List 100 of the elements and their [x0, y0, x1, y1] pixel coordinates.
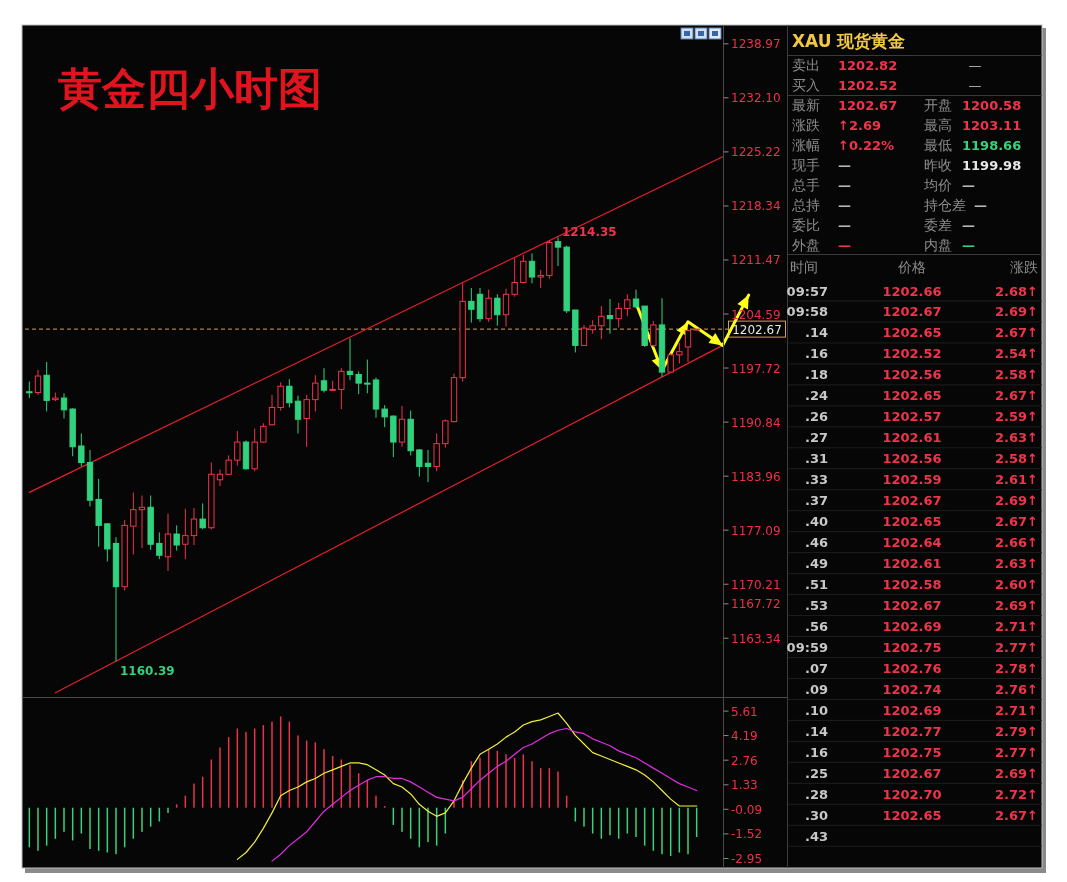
data-label: 1202.82 [838, 58, 898, 73]
candlestick [433, 432, 440, 472]
y-tick-label: 1170.21 [731, 577, 781, 592]
text: 2.67↑ [995, 807, 1038, 823]
text: .40 [804, 514, 828, 530]
text: 1202.56 [882, 367, 942, 383]
candlestick [156, 531, 163, 560]
data-label: — [962, 178, 975, 193]
annotation: 1214.35 [562, 225, 617, 240]
candlestick [268, 394, 276, 427]
category-label: 委差 [924, 217, 952, 233]
text: 2.63↑ [995, 556, 1038, 572]
text: .27 [804, 430, 828, 446]
candlestick [346, 337, 354, 381]
text: 2.67↑ [995, 388, 1038, 404]
category-label: 均价 [923, 177, 952, 193]
text: .25 [804, 765, 828, 781]
category-label: 最新 [792, 97, 820, 113]
text: 2.67↑ [995, 325, 1038, 341]
candlestick [416, 448, 423, 478]
data-label: — [962, 238, 975, 253]
category-label: 开盘 [924, 97, 952, 113]
data-label: — [974, 198, 987, 213]
category-label: 买入 [792, 77, 820, 93]
text: .28 [804, 786, 828, 802]
text: — [968, 78, 982, 93]
y-tick-label: -2.95 [731, 852, 763, 867]
data-label: — [838, 238, 851, 253]
text: 1202.56 [882, 451, 942, 467]
candlestick [468, 287, 475, 324]
candlestick [364, 359, 371, 394]
text: .10 [804, 702, 828, 718]
category-label: 涨幅 [792, 137, 820, 153]
candlestick [182, 508, 189, 560]
text: 1202.69 [882, 619, 942, 635]
candlestick [528, 252, 536, 284]
data-label: 1202.52 [838, 78, 898, 93]
candlestick [667, 352, 674, 373]
text: 2.68↑ [995, 283, 1038, 299]
text: 时间 [790, 259, 818, 275]
y-tick-label: 2.76 [731, 753, 758, 768]
text: 2.60↑ [995, 577, 1038, 593]
candlestick [606, 298, 614, 335]
text: .09 [804, 681, 828, 697]
data-label: 1203.11 [962, 118, 1022, 133]
text: .43 [804, 828, 828, 844]
candlestick [286, 378, 293, 408]
data-label: ↑2.69 [838, 118, 881, 133]
category-label: 现手 [792, 157, 820, 173]
text: 2.77↑ [995, 639, 1038, 655]
text: 1202.57 [882, 409, 942, 425]
text: .51 [804, 577, 828, 593]
text: 2.71↑ [995, 702, 1038, 718]
text: 2.59↑ [995, 409, 1038, 425]
y-tick-label: 1232.10 [731, 91, 781, 106]
candlestick [485, 289, 492, 323]
text: 2.61↑ [995, 472, 1038, 488]
text: 1202.61 [882, 430, 942, 446]
text: 2.72↑ [995, 786, 1038, 802]
y-tick-label: 1225.22 [731, 145, 781, 160]
text: .18 [804, 367, 828, 383]
text: 1202.67 [882, 304, 942, 320]
text: 2.58↑ [995, 367, 1038, 383]
data-label: — [962, 218, 975, 233]
text: 1202.67 [882, 493, 942, 509]
candlestick [537, 269, 544, 289]
category-label: 最高 [924, 117, 952, 133]
text: 1202.61 [882, 556, 942, 572]
text: 2.79↑ [995, 723, 1038, 739]
y-tick-label: 4.19 [731, 729, 758, 744]
text: .07 [804, 660, 828, 676]
text: 1202.65 [882, 388, 942, 404]
text: 1202.64 [882, 535, 942, 551]
text: 2.69↑ [995, 493, 1038, 509]
text: 2.71↑ [995, 619, 1038, 635]
y-tick-label: 1238.97 [731, 37, 781, 52]
y-tick-label: 1183.96 [731, 469, 781, 484]
category-label: 内盘 [924, 237, 952, 253]
data-label: 1199.98 [962, 158, 1022, 173]
text: .56 [804, 619, 828, 635]
text: 1202.76 [882, 660, 942, 676]
text: 2.58↑ [995, 451, 1038, 467]
text: 1202.59 [882, 472, 942, 488]
y-tick-label: 1.33 [731, 778, 758, 793]
text: 1202.74 [882, 681, 942, 697]
text: 2.54↑ [995, 346, 1038, 362]
text: .53 [804, 598, 828, 614]
text: XAU 现货黄金 [792, 31, 906, 51]
text: 1202.67 [882, 598, 942, 614]
data-label: 1198.66 [962, 138, 1022, 153]
category-label: 持仓差 [924, 197, 966, 213]
y-tick-label: -0.09 [731, 802, 763, 817]
candlestick [676, 342, 683, 364]
data-label: — [838, 158, 851, 173]
text: 价格 [897, 259, 926, 275]
candlestick [598, 305, 605, 340]
y-tick-label: 1167.72 [731, 597, 781, 612]
text: 涨跌 [1010, 259, 1038, 275]
text: .31 [804, 451, 828, 467]
candlestick [511, 257, 518, 298]
